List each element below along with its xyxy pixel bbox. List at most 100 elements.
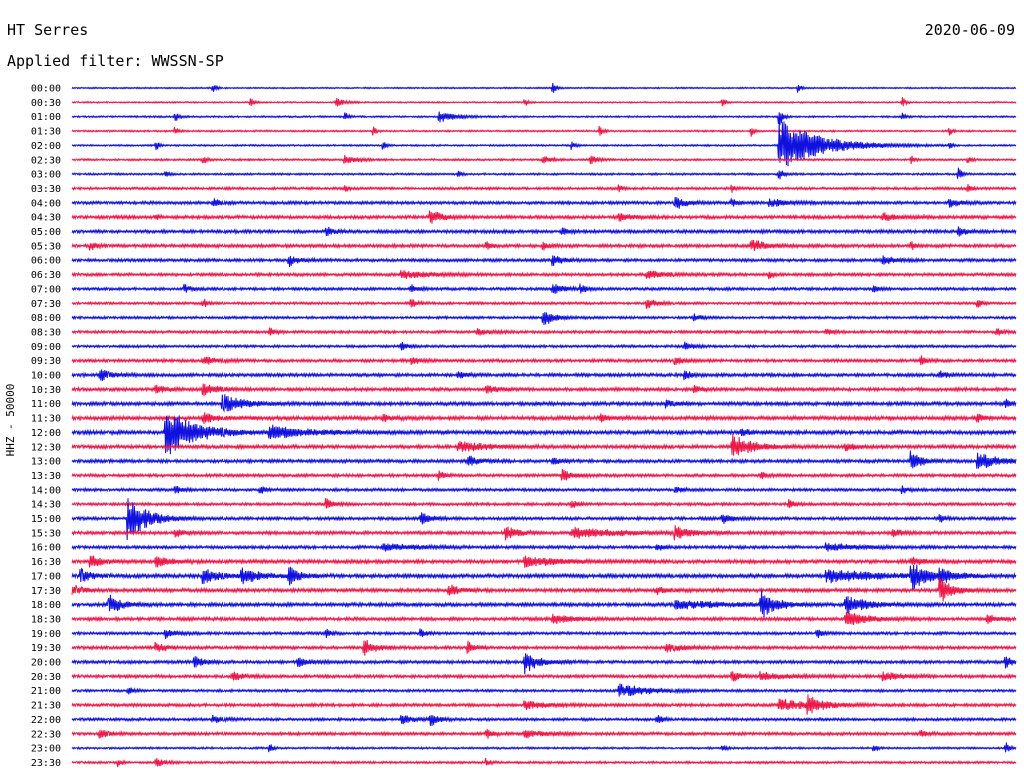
- trace-line-0130: [71, 125, 1017, 137]
- time-tick-label: 05:30: [31, 241, 61, 252]
- time-tick-label: 14:30: [31, 500, 61, 511]
- trace-line-1430: [71, 497, 1017, 509]
- trace-line-0100: [71, 111, 1017, 125]
- time-tick-label: 04:30: [31, 213, 61, 224]
- time-tick-label: 19:00: [31, 629, 61, 640]
- time-tick-label: 12:30: [31, 442, 61, 453]
- trace-line-1130: [71, 412, 1017, 425]
- trace-line-1300: [71, 450, 1017, 469]
- time-tick-label: 12:00: [31, 428, 61, 439]
- trace-line-2300: [71, 742, 1017, 753]
- trace-line-2000: [71, 653, 1017, 675]
- trace-line-1530: [71, 525, 1017, 541]
- time-tick-label: 00:00: [31, 84, 61, 95]
- trace-line-1800: [71, 590, 1017, 617]
- time-tick-label: 17:00: [31, 571, 61, 582]
- trace-line-0200: [71, 119, 1017, 167]
- time-tick-label: 06:30: [31, 270, 61, 281]
- trace-line-1200: [71, 415, 1017, 455]
- time-tick-label: 08:30: [31, 327, 61, 338]
- trace-line-2200: [71, 714, 1017, 726]
- station-name: HT Serres: [7, 21, 89, 39]
- time-tick-label: 09:00: [31, 342, 61, 353]
- trace-line-0800: [71, 312, 1017, 326]
- trace-line-0900: [71, 341, 1017, 351]
- trace-line-0330: [71, 183, 1017, 193]
- trace-line-0530: [71, 239, 1017, 252]
- trace-line-1930: [71, 639, 1017, 656]
- record-date: 2020-06-09: [924, 21, 1015, 39]
- time-tick-label: 06:00: [31, 256, 61, 267]
- trace-line-0630: [71, 270, 1017, 280]
- time-tick-label: 23:00: [31, 744, 61, 755]
- trace-line-0700: [71, 283, 1017, 294]
- time-tick-label: 15:30: [31, 528, 61, 539]
- trace-line-1230: [71, 434, 1017, 456]
- time-tick-label: 10:30: [31, 385, 61, 396]
- trace-line-2230: [71, 728, 1017, 739]
- time-tick-label: 08:00: [31, 313, 61, 324]
- time-tick-label: 22:00: [31, 715, 61, 726]
- time-tick-label: 03:00: [31, 170, 61, 181]
- trace-line-0500: [71, 226, 1017, 237]
- time-tick-label: 07:30: [31, 299, 61, 310]
- trace-line-0600: [71, 255, 1017, 267]
- time-tick-label: 09:30: [31, 356, 61, 367]
- trace-line-1330: [71, 468, 1017, 481]
- time-tick-label: 02:00: [31, 141, 61, 152]
- trace-line-2030: [71, 671, 1017, 682]
- trace-line-0400: [71, 196, 1017, 209]
- time-tick-label: 23:30: [31, 758, 61, 769]
- trace-line-0030: [71, 97, 1017, 107]
- time-tick-label: 05:00: [31, 227, 61, 238]
- trace-line-0830: [71, 327, 1017, 336]
- time-tick-label: 15:00: [31, 514, 61, 525]
- time-tick-label: 21:30: [31, 701, 61, 712]
- time-tick-label: 01:00: [31, 112, 61, 123]
- trace-line-1500: [71, 498, 1017, 541]
- time-tick-label: 19:30: [31, 643, 61, 654]
- trace-line-0000: [71, 82, 1017, 93]
- trace-line-1030: [71, 383, 1017, 397]
- trace-line-2330: [71, 757, 1017, 768]
- time-tick-label: 18:00: [31, 600, 61, 611]
- trace-line-1400: [71, 485, 1017, 494]
- trace-line-1100: [71, 394, 1017, 413]
- time-tick-label: 04:00: [31, 198, 61, 209]
- time-tick-label: 13:30: [31, 471, 61, 482]
- time-tick-label: 11:30: [31, 414, 61, 425]
- time-tick-label: 02:30: [31, 155, 61, 166]
- trace-line-1630: [71, 555, 1017, 568]
- time-tick-label: 10:00: [31, 371, 61, 382]
- time-tick-label: 18:30: [31, 614, 61, 625]
- time-tick-label: 22:30: [31, 729, 61, 740]
- time-tick-label: 14:00: [31, 485, 61, 496]
- trace-line-0230: [71, 155, 1017, 165]
- trace-line-0730: [71, 298, 1017, 309]
- time-tick-label: 17:30: [31, 586, 61, 597]
- applied-filter-label: Applied filter: WWSSN-SP: [7, 52, 224, 70]
- trace-line-1730: [71, 577, 1017, 602]
- trace-line-0430: [71, 210, 1017, 224]
- trace-line-1000: [71, 369, 1017, 381]
- trace-line-2130: [71, 694, 1017, 715]
- time-tick-label: 16:00: [31, 543, 61, 554]
- trace-line-1600: [71, 542, 1017, 552]
- time-tick-label: 13:00: [31, 457, 61, 468]
- trace-line-2100: [71, 683, 1017, 697]
- time-tick-label: 11:00: [31, 399, 61, 410]
- trace-line-1900: [71, 628, 1017, 639]
- time-tick-label: 03:30: [31, 184, 61, 195]
- time-tick-label: 01:30: [31, 127, 61, 138]
- trace-line-0300: [71, 167, 1017, 180]
- time-tick-label: 07:00: [31, 284, 61, 295]
- trace-line-0930: [71, 355, 1017, 366]
- time-tick-label: 16:30: [31, 557, 61, 568]
- trace-line-1700: [71, 564, 1017, 591]
- time-tick-label: 00:30: [31, 98, 61, 109]
- trace-line-1830: [71, 611, 1017, 626]
- time-tick-label: 20:00: [31, 658, 61, 669]
- time-tick-label: 20:30: [31, 672, 61, 683]
- time-tick-label: 21:00: [31, 686, 61, 697]
